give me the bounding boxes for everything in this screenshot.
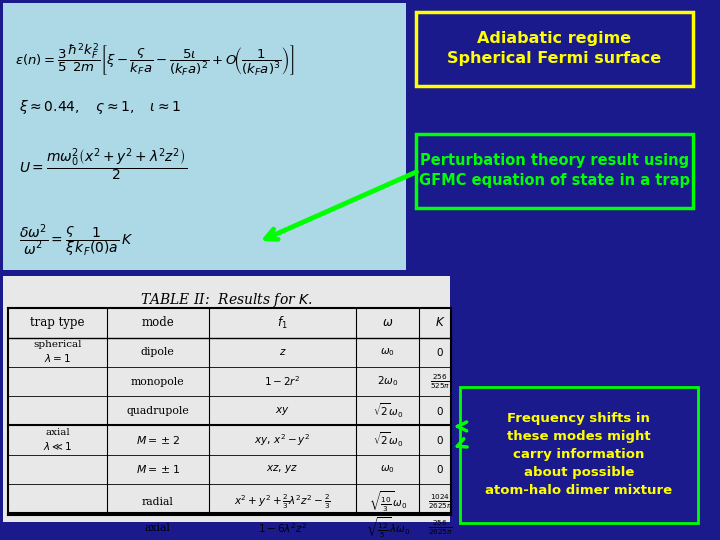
Text: $1-6\lambda^2z^2$: $1-6\lambda^2z^2$ [258, 521, 307, 535]
FancyBboxPatch shape [460, 387, 698, 523]
Text: $xy,\,x^2-y^2$: $xy,\,x^2-y^2$ [254, 432, 311, 448]
Text: Adiabatic regime
Spherical Fermi surface: Adiabatic regime Spherical Fermi surface [447, 31, 662, 66]
Text: $x^2+y^2+\frac{2}{3}\lambda^2z^2-\frac{2}{3}$: $x^2+y^2+\frac{2}{3}\lambda^2z^2-\frac{2… [234, 492, 331, 511]
Text: spherical
$\lambda=1$: spherical $\lambda=1$ [33, 340, 82, 364]
Text: $2\omega_0$: $2\omega_0$ [377, 375, 398, 388]
Text: $\sqrt{\frac{10}{3}}\omega_0$: $\sqrt{\frac{10}{3}}\omega_0$ [369, 489, 407, 514]
Text: monopole: monopole [131, 376, 184, 387]
Text: $\sqrt{\frac{12}{5}}\lambda\omega_0$: $\sqrt{\frac{12}{5}}\lambda\omega_0$ [366, 516, 410, 540]
Text: $xz,\,yz$: $xz,\,yz$ [266, 463, 299, 475]
Text: quadrupole: quadrupole [127, 406, 189, 416]
FancyBboxPatch shape [3, 3, 406, 271]
Text: $\omega_0$: $\omega_0$ [380, 346, 395, 358]
Text: trap type: trap type [30, 316, 85, 329]
Text: $0$: $0$ [436, 346, 444, 358]
Text: $\xi \approx 0.44, \quad \varsigma \approx 1, \quad \iota \approx 1$: $\xi \approx 0.44, \quad \varsigma \appr… [19, 98, 182, 116]
Text: $U = \dfrac{m\omega_0^2\left(x^2 + y^2 + \lambda^2 z^2\right)}{2}$: $U = \dfrac{m\omega_0^2\left(x^2 + y^2 +… [19, 146, 188, 183]
Text: Perturbation theory result using
GFMC equation of state in a trap: Perturbation theory result using GFMC eq… [419, 153, 690, 188]
Text: $M=\pm2$: $M=\pm2$ [136, 434, 180, 446]
Text: $\sqrt{2}\omega_0$: $\sqrt{2}\omega_0$ [372, 402, 403, 420]
Text: $\varepsilon(n) = \dfrac{3}{5}\dfrac{\hbar^2 k_F^2}{2m}\left[\xi - \dfrac{\varsi: $\varepsilon(n) = \dfrac{3}{5}\dfrac{\hb… [14, 41, 294, 78]
Text: $\frac{1024}{2625\pi}$: $\frac{1024}{2625\pi}$ [428, 492, 453, 511]
Text: $xy$: $xy$ [275, 405, 290, 417]
FancyBboxPatch shape [416, 134, 693, 208]
Text: $f_1$: $f_1$ [277, 315, 288, 331]
Text: mode: mode [141, 316, 174, 329]
Text: $\frac{256}{2625\pi}$: $\frac{256}{2625\pi}$ [428, 519, 453, 537]
Text: $0$: $0$ [436, 434, 444, 446]
Text: $\sqrt{2}\omega_0$: $\sqrt{2}\omega_0$ [372, 431, 403, 449]
Text: $0$: $0$ [436, 463, 444, 475]
Text: TABLE II:  Results for $K$.: TABLE II: Results for $K$. [140, 291, 312, 309]
Text: $1-2r^2$: $1-2r^2$ [264, 375, 301, 388]
Text: $\frac{256}{525\pi}$: $\frac{256}{525\pi}$ [431, 372, 451, 391]
Text: dipole: dipole [141, 347, 175, 357]
Text: axial
$\lambda\ll1$: axial $\lambda\ll1$ [43, 428, 72, 452]
Text: $z$: $z$ [279, 347, 287, 357]
Text: axial: axial [145, 523, 171, 533]
Text: radial: radial [142, 497, 174, 507]
Text: $K$: $K$ [435, 316, 446, 329]
FancyBboxPatch shape [3, 276, 450, 522]
FancyBboxPatch shape [416, 12, 693, 86]
Text: $\omega_0$: $\omega_0$ [380, 463, 395, 475]
Text: $0$: $0$ [436, 405, 444, 417]
Text: $M=\pm1$: $M=\pm1$ [136, 463, 180, 475]
Text: $\dfrac{\delta\omega^2}{\omega^2} = \dfrac{\varsigma}{\xi}\dfrac{1}{k_F(0)a}\,K$: $\dfrac{\delta\omega^2}{\omega^2} = \dfr… [19, 222, 134, 259]
Text: Frequency shifts in
these modes might
carry information
about possible
atom-halo: Frequency shifts in these modes might ca… [485, 412, 672, 497]
Text: $\omega$: $\omega$ [382, 316, 393, 329]
